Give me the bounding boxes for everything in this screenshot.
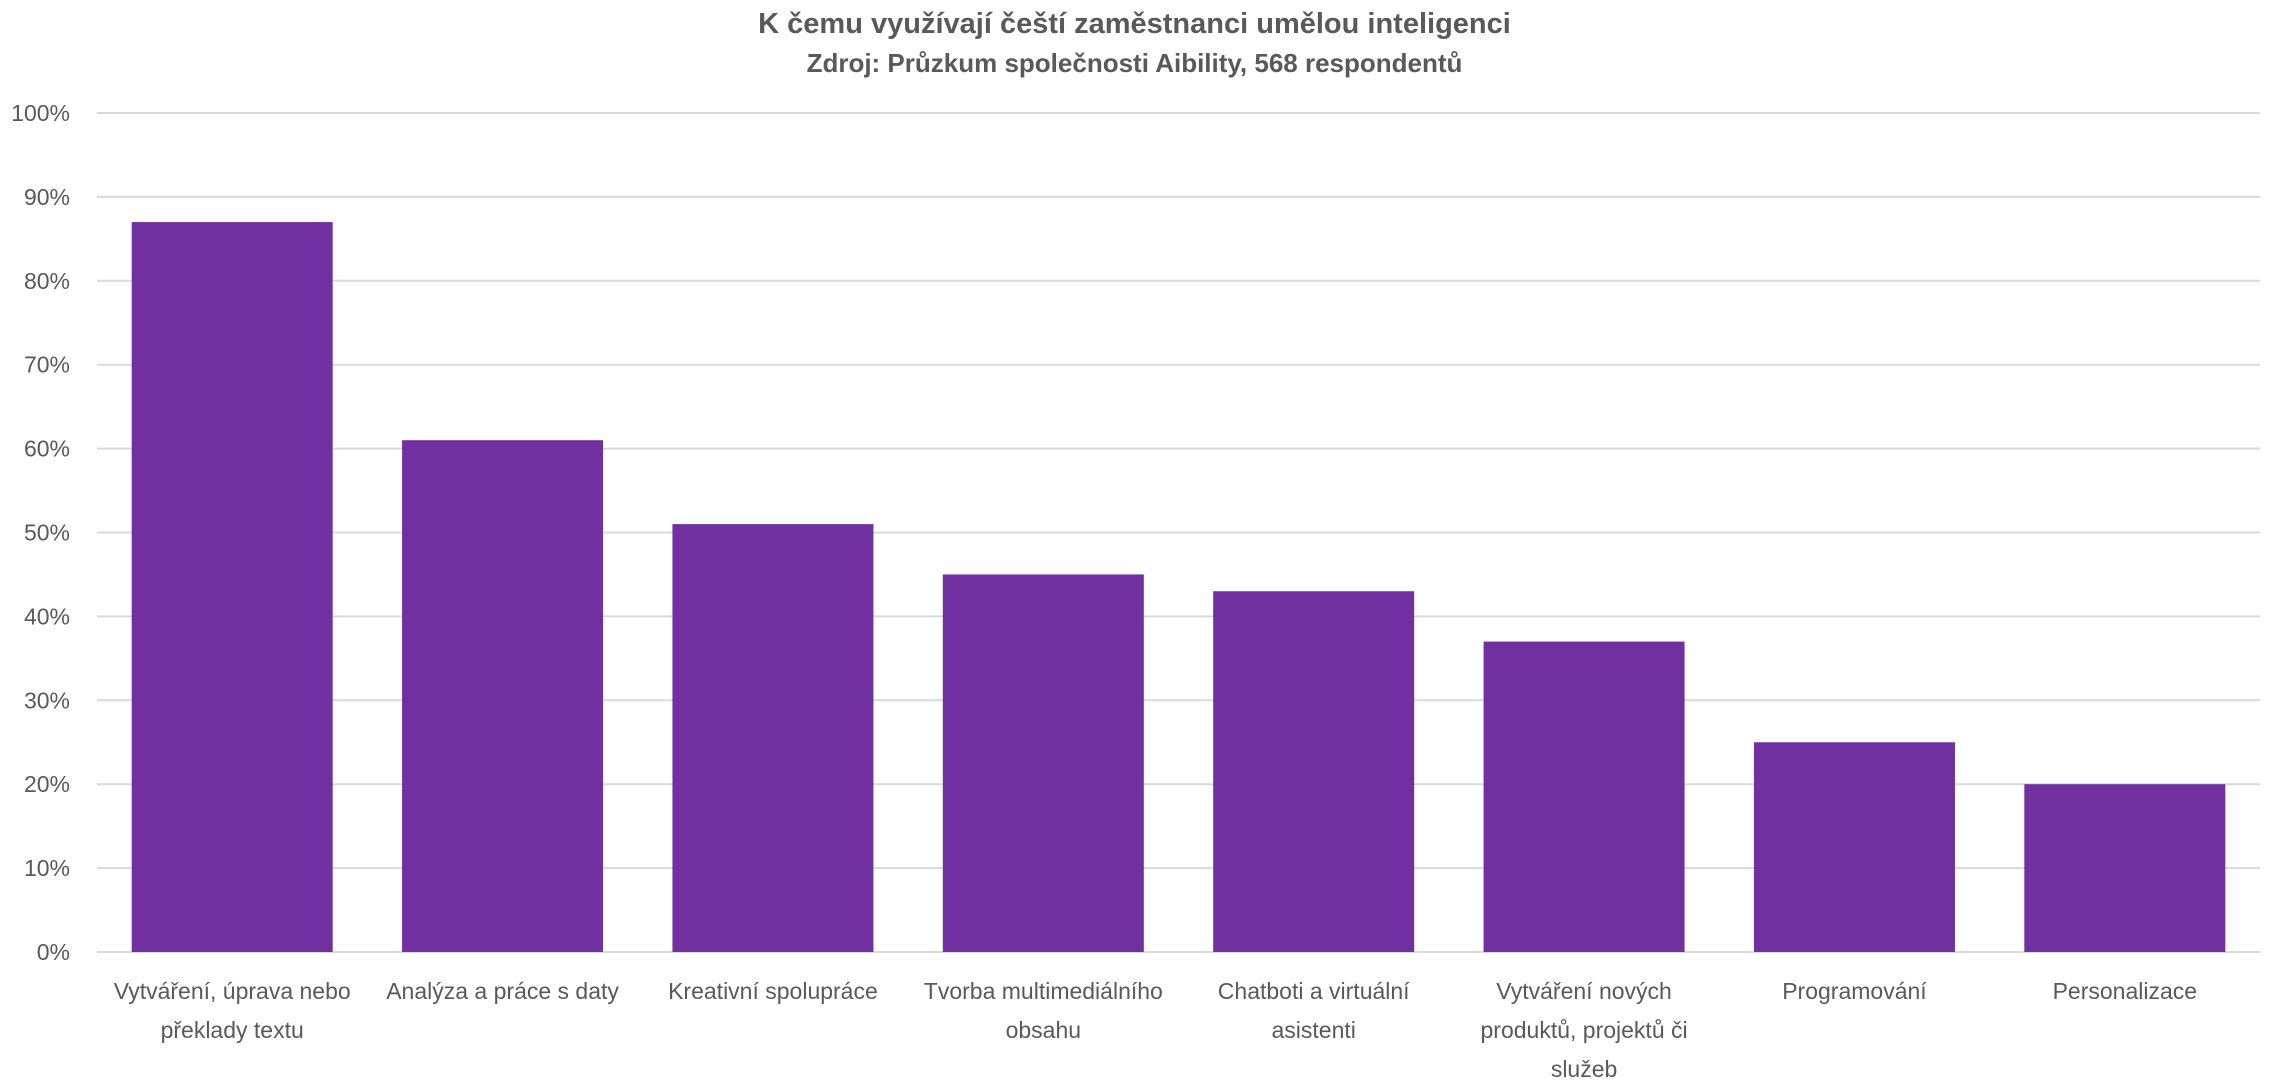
y-tick-label: 70% <box>24 352 70 378</box>
y-tick-label: 80% <box>24 268 70 294</box>
bar <box>672 524 874 952</box>
x-tick-label: Chatboti a virtuální asistenti <box>1217 978 1410 1043</box>
y-tick-label: 40% <box>24 603 70 629</box>
x-tick-label: Programování <box>1782 978 1927 1004</box>
bar <box>402 440 604 952</box>
bar <box>942 574 1144 952</box>
y-tick-label: 50% <box>24 520 70 546</box>
y-tick-label: 10% <box>24 855 70 881</box>
bar <box>1213 591 1415 952</box>
x-tick-label: Analýza a práce s daty <box>386 978 619 1004</box>
y-tick-label: 90% <box>24 184 70 210</box>
bar <box>1483 641 1685 952</box>
x-tick-label: Kreativní spolupráce <box>668 978 878 1004</box>
chart-title: K čemu využívají čeští zaměstnanci umělo… <box>758 8 1511 40</box>
bar <box>1753 742 1955 952</box>
bar <box>131 222 333 952</box>
x-tick-label: Personalizace <box>2052 978 2198 1004</box>
bar <box>2024 784 2226 952</box>
y-tick-label: 30% <box>24 687 70 713</box>
y-tick-label: 20% <box>24 771 70 797</box>
x-tick-label: Vytváření nových produktů, projektů či s… <box>1480 978 1688 1082</box>
y-tick-label: 60% <box>24 436 70 462</box>
x-tick-label: Tvorba multimediálního obsahu <box>923 978 1163 1043</box>
y-tick-label: 100% <box>11 100 70 126</box>
x-tick-label: Vytváření, úprava nebo překlady textu <box>113 978 351 1043</box>
y-tick-label: 0% <box>37 939 70 965</box>
chart-subtitle: Zdroj: Průzkum společnosti Aibility, 568… <box>806 48 1463 78</box>
